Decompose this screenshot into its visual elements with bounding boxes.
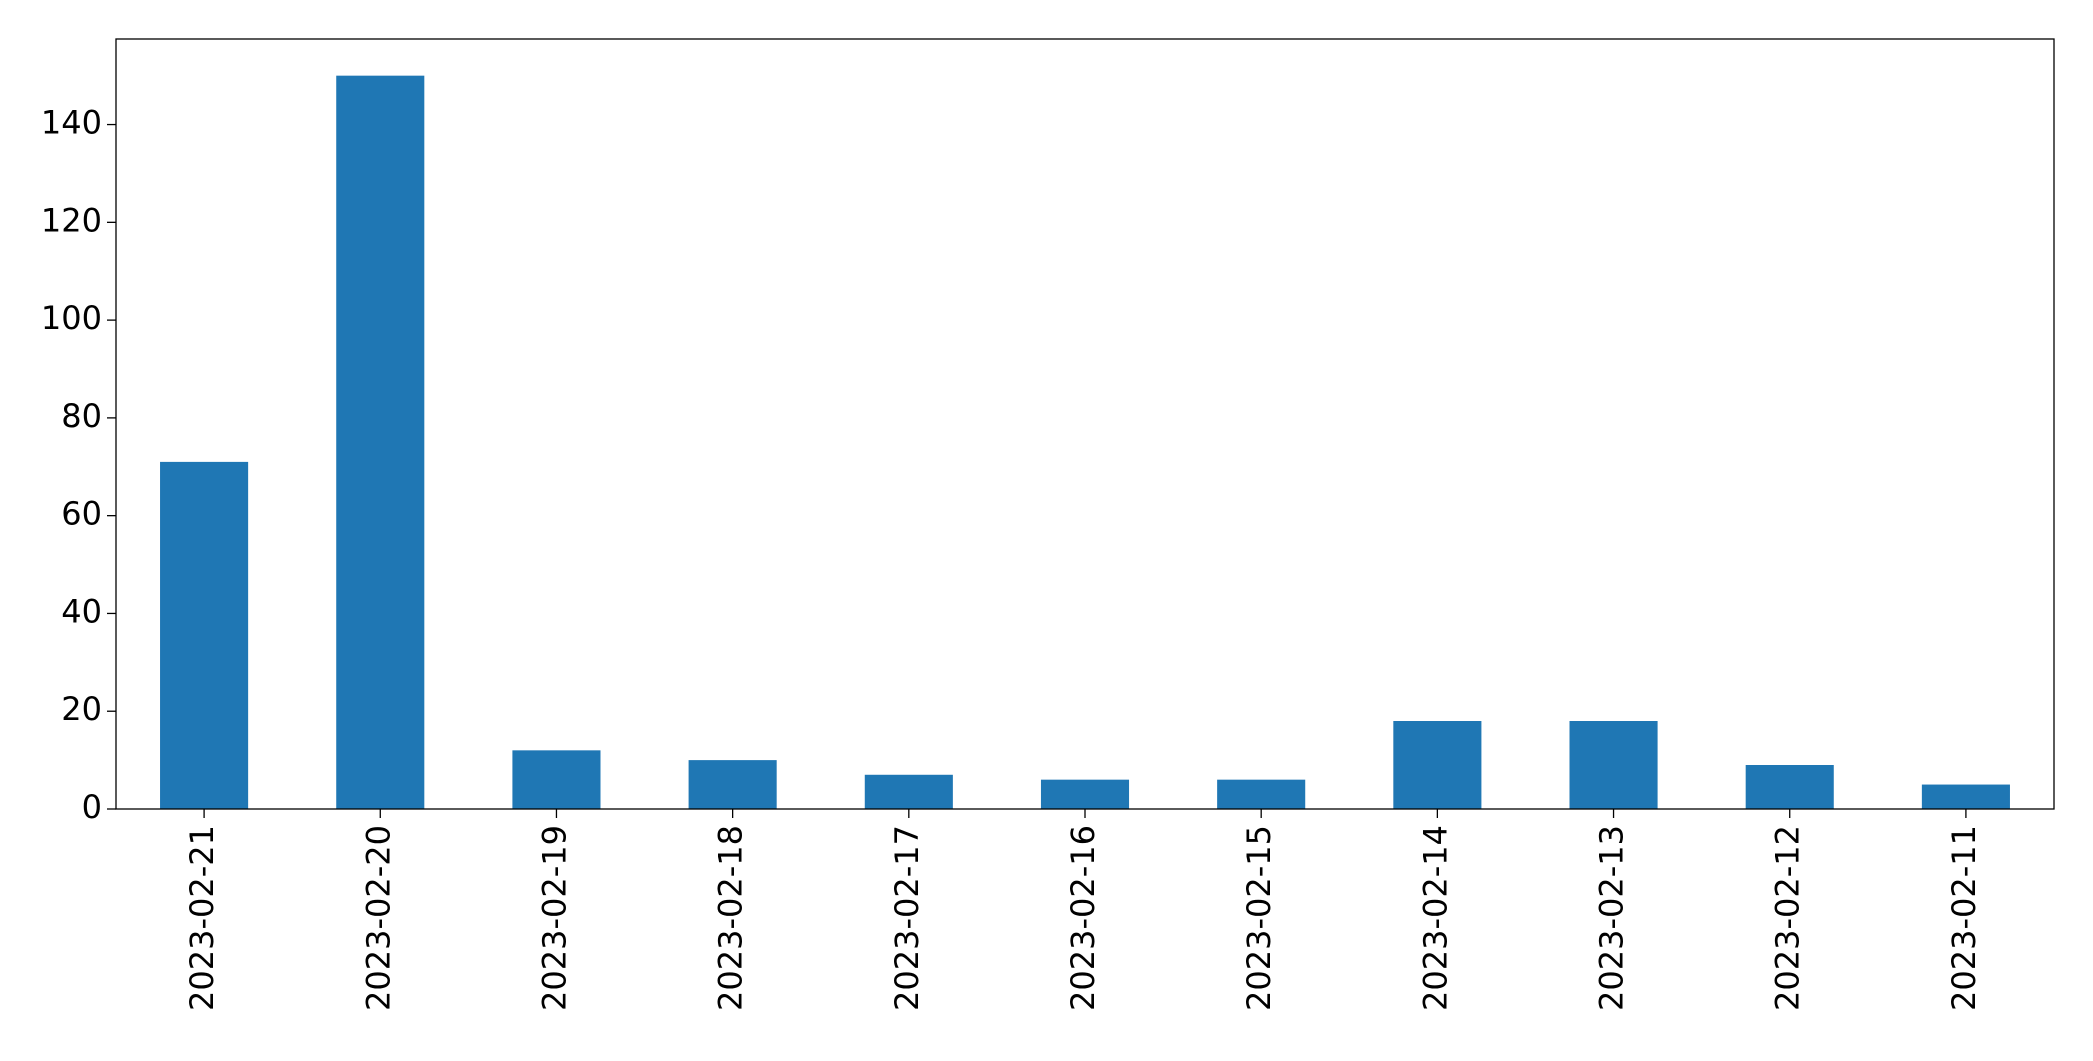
bar [1393,721,1482,809]
bar [1745,765,1834,809]
bar [688,760,777,809]
y-tick-label: 80 [61,397,102,435]
bar [864,774,953,809]
x-tick-label: 2023-02-21 [183,825,221,1011]
y-tick-label: 120 [41,201,102,239]
y-tick-label: 60 [61,495,102,533]
x-tick-label: 2023-02-14 [1416,825,1454,1011]
x-tick-label: 2023-02-12 [1769,825,1807,1011]
bar [1217,779,1306,809]
x-tick-label: 2023-02-11 [1945,825,1983,1011]
bar [336,75,425,809]
bar [512,750,601,809]
y-tick-label: 140 [41,104,102,142]
x-tick-label: 2023-02-18 [712,825,750,1011]
bar [1040,779,1130,809]
x-tick-label: 2023-02-15 [1240,825,1278,1011]
x-tick-label: 2023-02-19 [535,825,573,1011]
y-tick-label: 20 [61,690,102,728]
x-tick-label: 2023-02-20 [359,825,397,1011]
x-tick-label: 2023-02-13 [1593,825,1631,1011]
plot-frame [115,38,2055,810]
y-tick-label: 40 [61,592,102,630]
bar [1921,784,2010,809]
x-tick-label: 2023-02-17 [888,825,926,1011]
bar [1569,721,1658,809]
bar [160,461,249,809]
y-tick-label: 0 [82,788,102,826]
y-tick-label: 100 [41,299,102,337]
x-tick-label: 2023-02-16 [1064,825,1102,1011]
